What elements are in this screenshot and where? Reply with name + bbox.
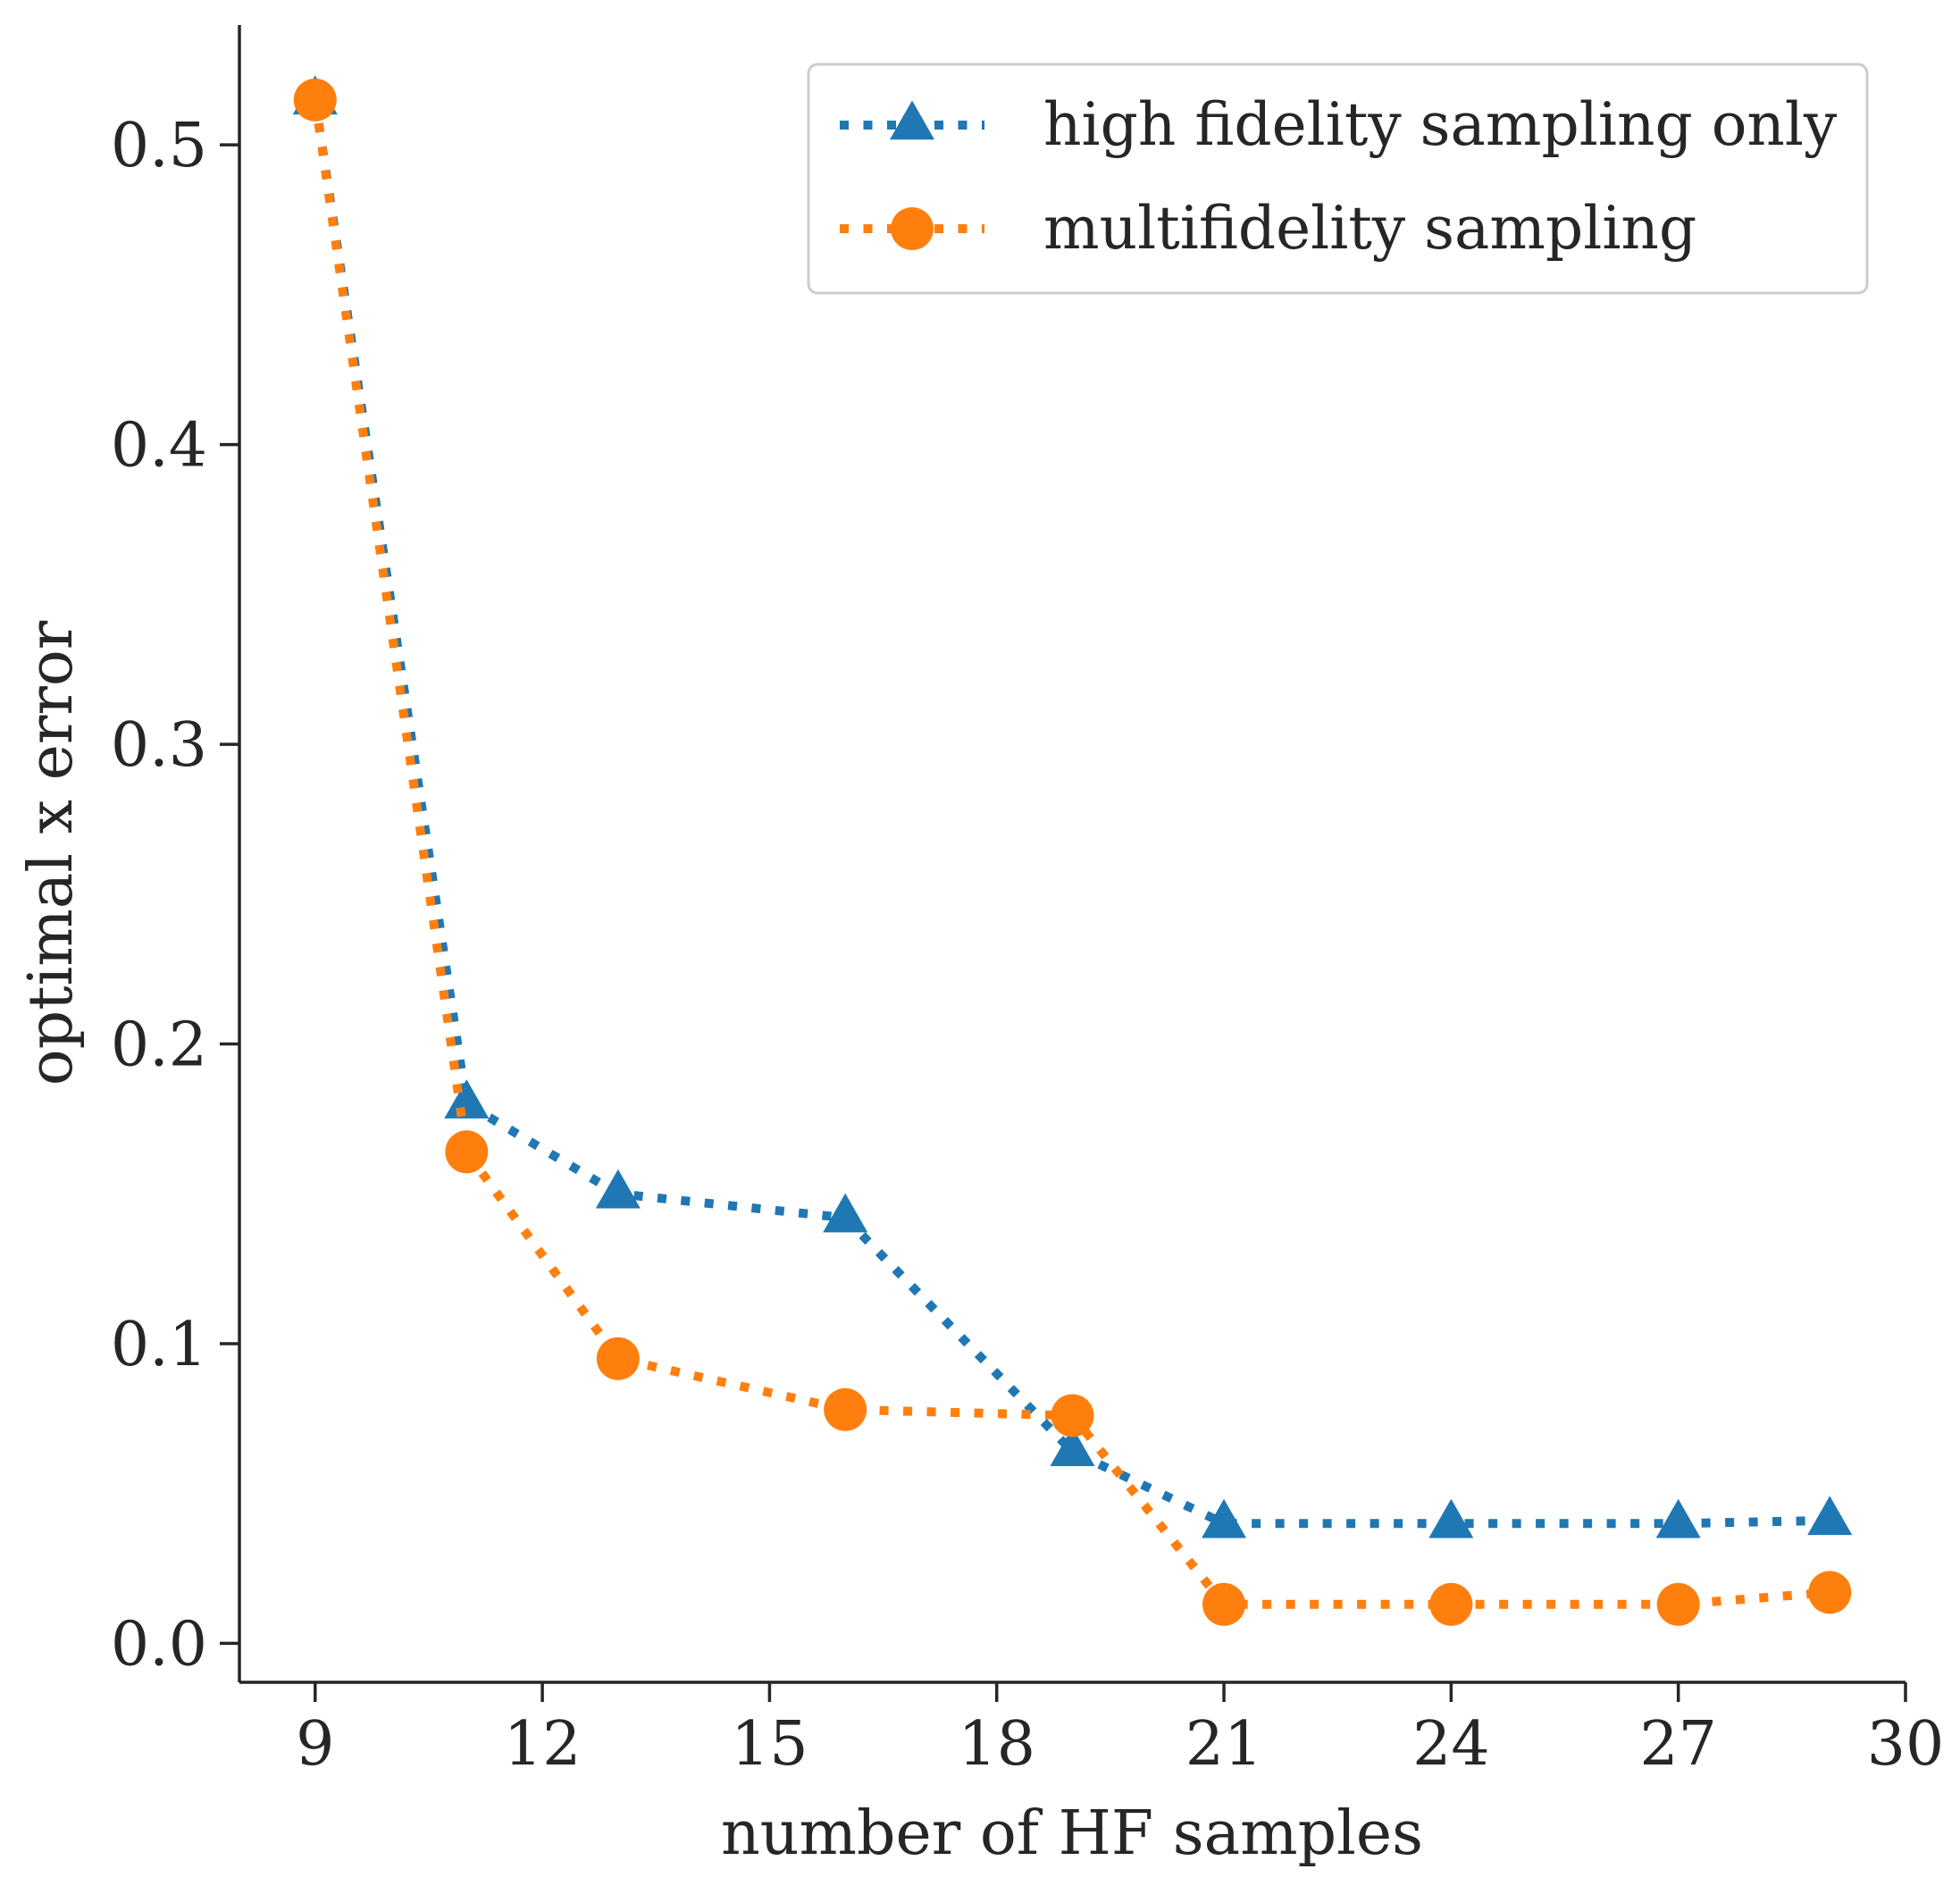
data-point bbox=[1428, 1498, 1474, 1538]
series-1 bbox=[292, 75, 1853, 1538]
plot-area bbox=[292, 75, 1853, 1626]
legend-label: high fidelity sampling only bbox=[1043, 90, 1838, 159]
legend-frame bbox=[807, 63, 1869, 295]
data-point bbox=[823, 1193, 868, 1233]
data-point bbox=[1050, 1427, 1095, 1466]
series-line bbox=[310, 99, 1830, 1529]
y-tick-label: 0.2 bbox=[111, 1010, 207, 1081]
y-tick-label: 0.1 bbox=[111, 1310, 207, 1380]
data-point bbox=[1051, 1394, 1094, 1438]
legend-marker bbox=[891, 207, 934, 250]
y-tick-label: 0.4 bbox=[111, 411, 207, 482]
x-tick-label: 18 bbox=[958, 1709, 1035, 1780]
legend-entry: high fidelity sampling only bbox=[840, 90, 1838, 159]
y-tick-label: 0.3 bbox=[111, 710, 207, 781]
legend-marker bbox=[890, 100, 934, 140]
y-tick-label: 0.5 bbox=[111, 111, 207, 181]
data-point bbox=[445, 1130, 489, 1174]
x-tick-label: 9 bbox=[296, 1709, 334, 1780]
x-tick-label: 21 bbox=[1185, 1709, 1263, 1780]
data-point bbox=[1807, 1496, 1853, 1536]
legend: high fidelity sampling only multifidelity… bbox=[807, 63, 1869, 295]
data-point bbox=[1429, 1582, 1473, 1626]
data-point bbox=[1656, 1582, 1700, 1626]
series-line bbox=[310, 99, 1830, 1609]
x-tick-label: 12 bbox=[504, 1709, 582, 1780]
legend-label: multifidelity sampling bbox=[1043, 194, 1696, 263]
data-point bbox=[1202, 1582, 1246, 1626]
data-point bbox=[1202, 1498, 1247, 1538]
data-point bbox=[293, 78, 337, 122]
data-point bbox=[444, 1079, 490, 1119]
legend-entry: multifidelity sampling bbox=[840, 194, 1696, 263]
axes bbox=[238, 25, 1906, 1684]
x-tick-label: 24 bbox=[1412, 1709, 1490, 1780]
data-point bbox=[1808, 1571, 1852, 1614]
x-tick-label: 30 bbox=[1867, 1709, 1945, 1780]
ticks: 9 12 15 18 21 24 27 30 0.0 0.1 0.2 0.3 0.4 0.5 bbox=[111, 111, 1944, 1780]
x-tick-label: 27 bbox=[1639, 1709, 1717, 1780]
y-tick-label: 0.0 bbox=[111, 1609, 207, 1680]
data-point bbox=[1655, 1498, 1701, 1538]
data-point bbox=[824, 1387, 867, 1431]
data-point bbox=[595, 1169, 641, 1209]
y-axis-label: optimal x error bbox=[16, 620, 87, 1085]
x-axis-label: number of HF samples bbox=[721, 1798, 1423, 1869]
x-tick-label: 15 bbox=[731, 1709, 808, 1780]
series-2 bbox=[293, 78, 1852, 1626]
data-point bbox=[596, 1337, 640, 1380]
